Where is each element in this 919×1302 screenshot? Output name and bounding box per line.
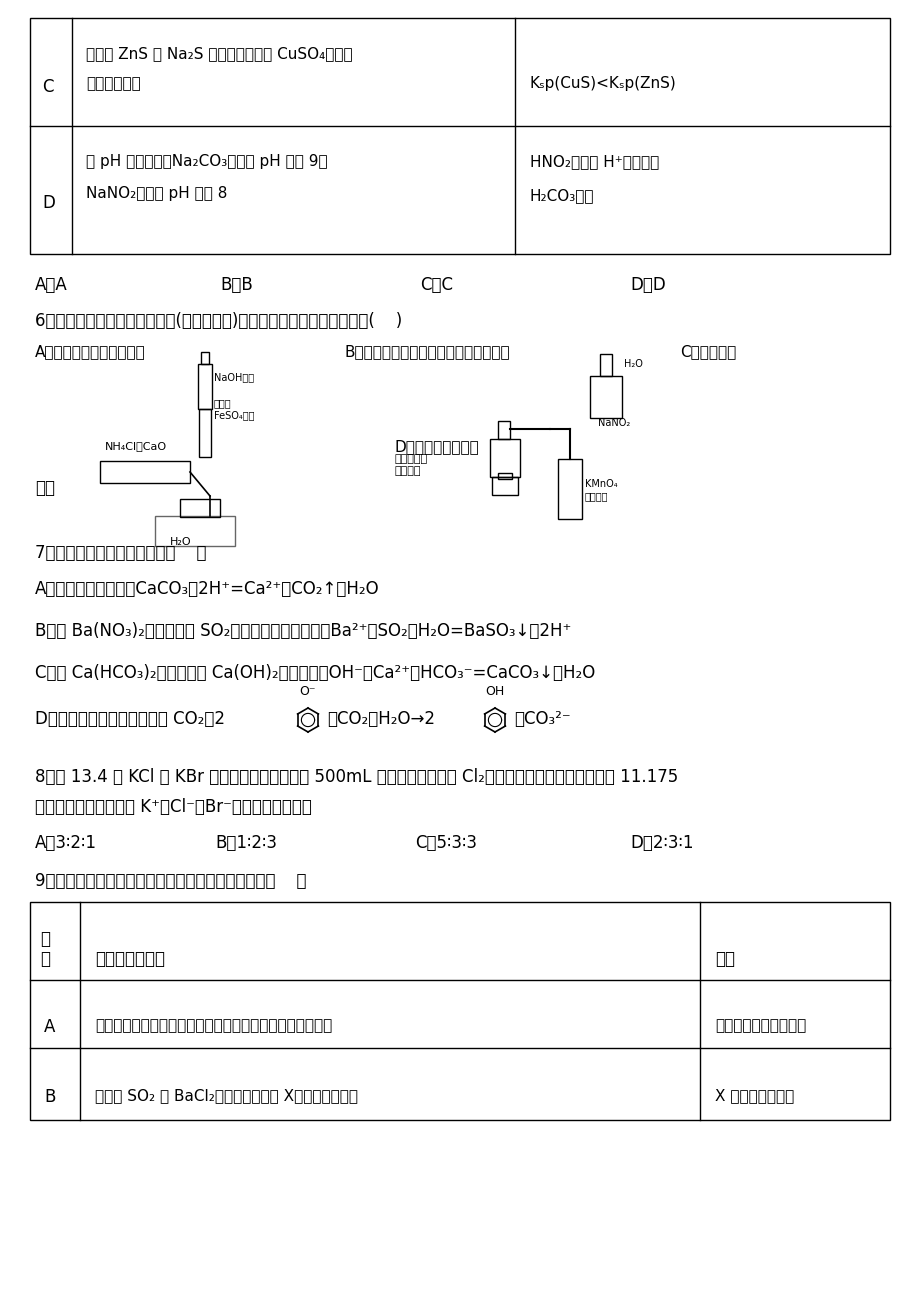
Bar — [599, 354, 611, 376]
Bar — [492, 477, 517, 495]
Text: 克。则原来所配溶液中 K⁺、Cl⁻、Br⁻的物质的量之比为: 克。则原来所配溶液中 K⁺、Cl⁻、Br⁻的物质的量之比为 — [35, 798, 312, 816]
Bar — [558, 460, 582, 519]
Text: C．实验室制: C．实验室制 — [679, 344, 735, 359]
Bar — [490, 439, 519, 477]
Text: KMnO₄: KMnO₄ — [584, 479, 617, 490]
Bar — [30, 18, 889, 254]
Text: OH: OH — [485, 685, 505, 698]
Text: Kₛp(CuS)<Kₛp(ZnS): Kₛp(CuS)<Kₛp(ZnS) — [529, 76, 676, 91]
Text: C．将 Ca(HCO₃)₂溶液与少量 Ca(OH)₂溶液混合：OH⁻＋Ca²⁺＋HCO₃⁻=CaCO₃↓＋H₂O: C．将 Ca(HCO₃)₂溶液与少量 Ca(OH)₂溶液混合：OH⁻＋Ca²⁺＋… — [35, 664, 595, 682]
Text: O⁻: O⁻ — [300, 685, 316, 698]
Text: NaOH溶液: NaOH溶液 — [214, 372, 254, 381]
Text: A．碳酸钙溶于醋酸：CaCO₃＋2H⁺=Ca²⁺＋CO₂↑＋H₂O: A．碳酸钙溶于醋酸：CaCO₃＋2H⁺=Ca²⁺＋CO₂↑＋H₂O — [35, 579, 380, 598]
Text: 选: 选 — [40, 930, 50, 948]
Text: A．3∶2∶1: A．3∶2∶1 — [35, 835, 96, 852]
Bar — [200, 352, 209, 365]
Bar — [100, 461, 190, 483]
Text: 酸性溶液: 酸性溶液 — [584, 491, 607, 501]
Text: D: D — [42, 194, 55, 212]
Text: ＋CO₂＋H₂O→2: ＋CO₂＋H₂O→2 — [326, 710, 435, 728]
Text: 氨气: 氨气 — [35, 479, 55, 497]
Bar — [154, 516, 234, 546]
Text: D．往苯酚钠溶液中通入少量 CO₂：2: D．往苯酚钠溶液中通入少量 CO₂：2 — [35, 710, 225, 728]
Text: 用 pH 试纸测得：Na₂CO₃溶液的 pH 约为 9，: 用 pH 试纸测得：Na₂CO₃溶液的 pH 约为 9， — [85, 154, 327, 169]
Text: B．配制一定物质的量浓度的硝酸钠溶液: B．配制一定物质的量浓度的硝酸钠溶液 — [345, 344, 510, 359]
Bar — [198, 365, 211, 409]
Text: 7、下列离子方程式正确的是（    ）: 7、下列离子方程式正确的是（ ） — [35, 544, 206, 562]
Text: 生成的氯甲烷具有酸性: 生成的氯甲烷具有酸性 — [714, 1018, 805, 1032]
Text: H₂O: H₂O — [170, 536, 191, 547]
Text: 向含有 ZnS 和 Na₂S 的悬浊液中滴加 CuSO₄溶液，: 向含有 ZnS 和 Na₂S 的悬浊液中滴加 CuSO₄溶液， — [85, 46, 352, 61]
Bar — [30, 902, 889, 1120]
Text: 废混合液: 废混合液 — [394, 466, 421, 477]
Bar — [589, 376, 621, 418]
Text: D．验证乙烯的生成: D．验证乙烯的生成 — [394, 439, 479, 454]
Text: 8、将 13.4 克 KCl 和 KBr 的混合物，溶于水配成 500mL 溶液，通入过量的 Cl₂，反应后将溶液蒸干，得固体 11.175: 8、将 13.4 克 KCl 和 KBr 的混合物，溶于水配成 500mL 溶液… — [35, 768, 677, 786]
Text: C．C: C．C — [420, 276, 452, 294]
Text: ＋CO₃²⁻: ＋CO₃²⁻ — [514, 710, 570, 728]
Text: 光照时甲烷与氯气反应后的混合气体能使紫色石蕊溶液变红: 光照时甲烷与氯气反应后的混合气体能使紫色石蕊溶液变红 — [95, 1018, 332, 1032]
Text: HNO₂电离出 H⁺的能力比: HNO₂电离出 H⁺的能力比 — [529, 154, 659, 169]
Text: 9、根据下列实验操作和现象，得出的结论正确的是（    ）: 9、根据下列实验操作和现象，得出的结论正确的是（ ） — [35, 872, 306, 891]
Text: B．1∶2∶3: B．1∶2∶3 — [215, 835, 277, 852]
Text: B．向 Ba(NO₃)₂溶液中通入 SO₂气体，出现白色沉淀：Ba²⁺＋SO₂＋H₂O=BaSO₃↓＋2H⁺: B．向 Ba(NO₃)₂溶液中通入 SO₂气体，出现白色沉淀：Ba²⁺＋SO₂＋… — [35, 622, 571, 641]
Text: B: B — [44, 1088, 55, 1105]
Bar — [199, 409, 210, 457]
Text: C．5∶3∶3: C．5∶3∶3 — [414, 835, 476, 852]
Text: 植物油: 植物油 — [214, 398, 232, 408]
Bar — [180, 499, 220, 517]
Text: D．2∶3∶1: D．2∶3∶1 — [630, 835, 693, 852]
Text: 项: 项 — [40, 950, 50, 967]
Text: 生成黑色沉淀: 生成黑色沉淀 — [85, 76, 141, 91]
Text: NH₄Cl和CaO: NH₄Cl和CaO — [105, 441, 167, 450]
Text: C: C — [42, 78, 53, 96]
Text: B．B: B．B — [220, 276, 253, 294]
Text: 向溶有 SO₂ 的 BaCl₂溶液中通入气体 X，出现白色沉淀: 向溶有 SO₂ 的 BaCl₂溶液中通入气体 X，出现白色沉淀 — [95, 1088, 357, 1103]
Text: 乙醇和浓硫: 乙醇和浓硫 — [394, 454, 427, 464]
Text: NaNO₂溶液的 pH 约为 8: NaNO₂溶液的 pH 约为 8 — [85, 186, 227, 201]
Text: X 一定具有氧化性: X 一定具有氧化性 — [714, 1088, 793, 1103]
Text: 实验操作和现象: 实验操作和现象 — [95, 950, 165, 967]
Text: H₂CO₃的强: H₂CO₃的强 — [529, 187, 594, 203]
Text: 结论: 结论 — [714, 950, 734, 967]
Bar — [497, 421, 509, 439]
Text: H₂O: H₂O — [623, 359, 642, 368]
Text: A．A: A．A — [35, 276, 68, 294]
Text: A: A — [44, 1018, 55, 1036]
Text: A．观察氢氧化亚铁的生成: A．观察氢氧化亚铁的生成 — [35, 344, 145, 359]
Text: FeSO₄溶液: FeSO₄溶液 — [214, 410, 255, 421]
Text: NaNO₂: NaNO₂ — [597, 418, 630, 428]
Text: D．D: D．D — [630, 276, 665, 294]
Text: 6、下列实验中，所使用的装置(夹持装置略)、试剂和操作方法都正确的是(    ): 6、下列实验中，所使用的装置(夹持装置略)、试剂和操作方法都正确的是( ) — [35, 312, 402, 329]
Bar — [497, 473, 512, 479]
